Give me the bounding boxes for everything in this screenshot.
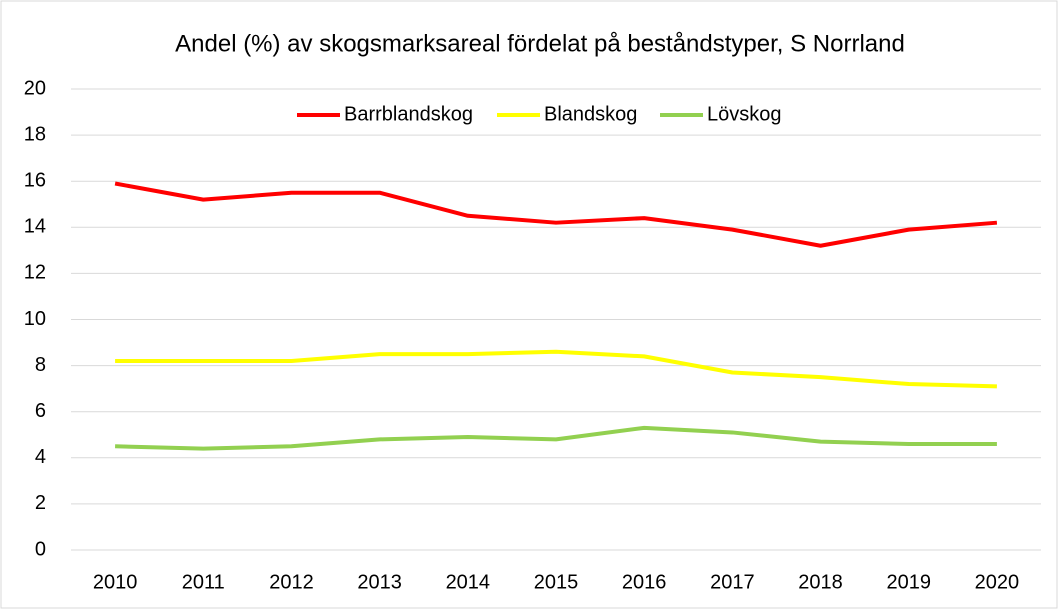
y-tick-label: 20 [24, 77, 46, 99]
y-tick-label: 4 [35, 446, 46, 468]
x-tick-label: 2018 [798, 571, 843, 593]
y-tick-label: 12 [24, 262, 46, 284]
x-tick-label: 2019 [886, 571, 931, 593]
x-tick-label: 2012 [269, 571, 314, 593]
x-tick-label: 2014 [446, 571, 491, 593]
legend-label: Barrblandskog [344, 103, 473, 125]
data-line [115, 349, 997, 389]
y-tick-label: 16 [24, 169, 46, 191]
y-tick-label: 8 [35, 354, 46, 376]
x-tick-label: 2016 [622, 571, 667, 593]
y-tick-label: 2 [35, 492, 46, 514]
x-tick-label: 2017 [710, 571, 755, 593]
y-tick-label: 10 [24, 308, 46, 330]
y-tick-label: 0 [35, 538, 46, 560]
legend-label: Lövskog [707, 103, 782, 125]
legend-label: Blandskog [544, 103, 637, 125]
x-tick-label: 2011 [182, 571, 225, 593]
x-tick-label: 2010 [93, 571, 138, 593]
y-tick-label: 14 [24, 216, 46, 238]
y-tick-label: 18 [24, 123, 46, 145]
x-tick-label: 2015 [534, 571, 579, 593]
x-tick-label: 2013 [357, 571, 402, 593]
x-tick-label: 2020 [975, 571, 1020, 593]
data-line [115, 425, 997, 451]
chart-title: Andel (%) av skogsmarksareal fördelat på… [175, 30, 905, 57]
data-line [114, 181, 998, 248]
y-tick-label: 6 [35, 400, 46, 422]
